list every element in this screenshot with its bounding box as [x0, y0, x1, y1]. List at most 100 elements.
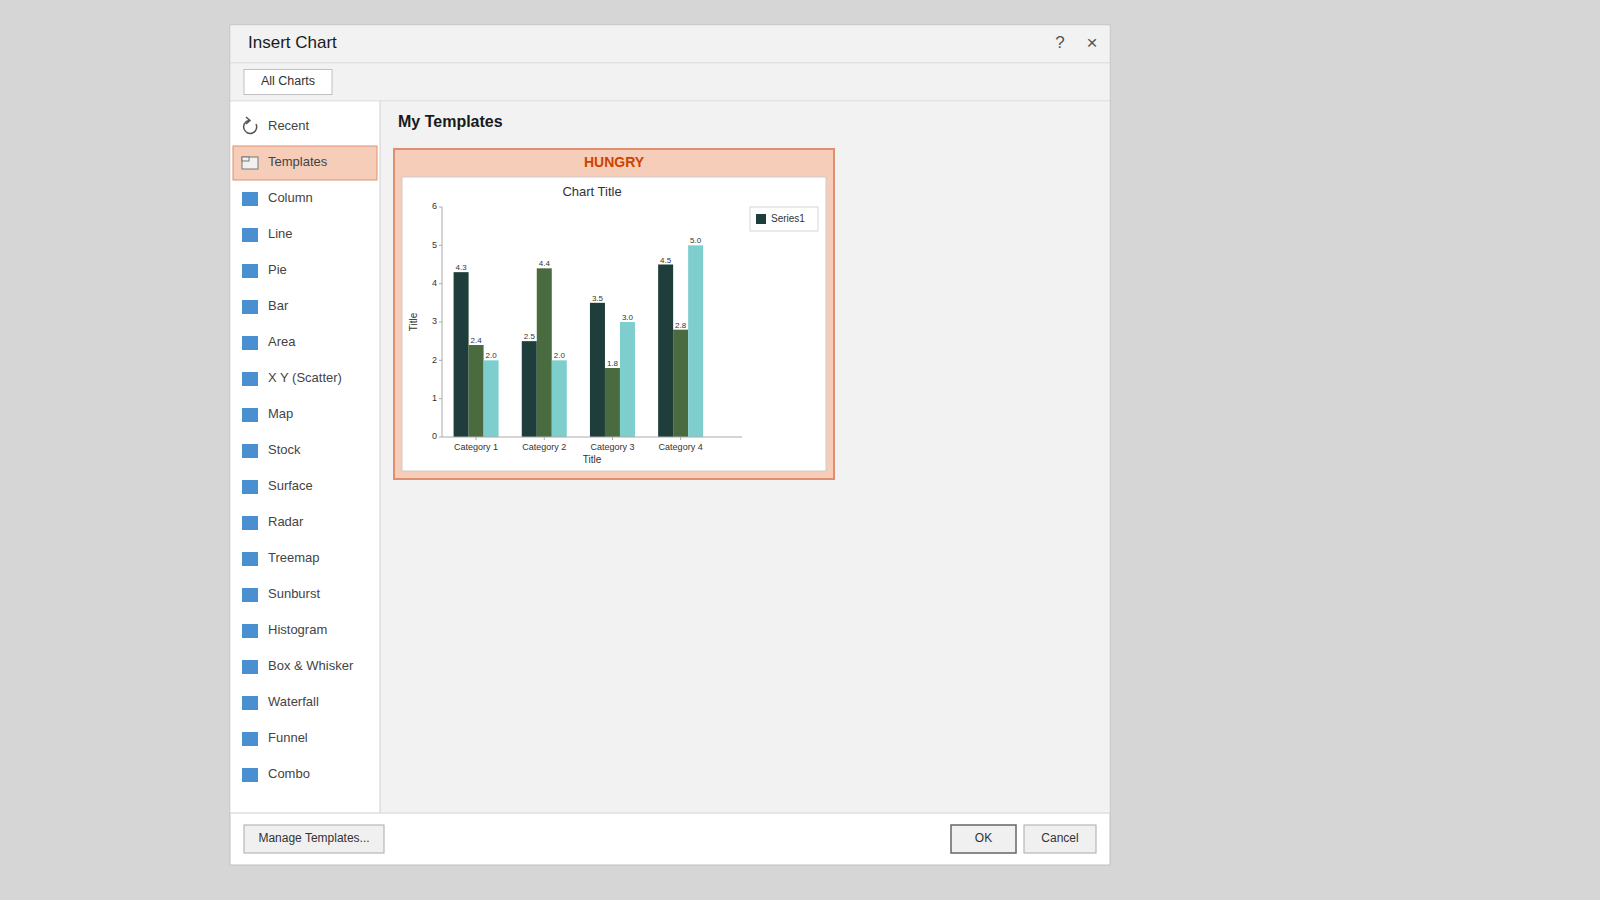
menu-label[interactable]: Funnel	[268, 730, 308, 745]
menu-icon	[242, 552, 258, 566]
x-tick-label: Category 2	[522, 442, 566, 452]
menu-item[interactable]: Pie	[242, 262, 287, 278]
menu-item[interactable]: Waterfall	[242, 694, 319, 710]
tab-area	[231, 64, 1110, 101]
bar	[620, 322, 635, 437]
menu-item[interactable]: Recent	[244, 117, 310, 133]
menu-label[interactable]: Recent	[268, 118, 310, 133]
menu-label[interactable]: Pie	[268, 262, 287, 277]
menu-item[interactable]: Area	[242, 334, 296, 350]
canvas: Insert Chart? × All Charts Recent Templates C…	[0, 0, 1600, 900]
button-label[interactable]: OK	[975, 831, 992, 845]
data-label: 5.0	[690, 236, 702, 245]
menu-label[interactable]: X Y (Scatter)	[268, 370, 342, 385]
legend: Series1	[750, 207, 818, 231]
menu-item[interactable]: Radar	[242, 514, 304, 530]
menu-icon	[242, 696, 258, 710]
bar	[537, 268, 552, 437]
menu-label[interactable]: Line	[268, 226, 293, 241]
menu-label[interactable]: Treemap	[268, 550, 320, 565]
menu-item[interactable]: Funnel	[242, 730, 308, 746]
template-card-frame[interactable]	[394, 149, 834, 479]
chart-title: Chart Title	[562, 184, 621, 199]
menu-icon	[242, 444, 258, 458]
menu-icon	[242, 768, 258, 782]
section-title: My Templates	[398, 113, 503, 130]
menu-label[interactable]: Surface	[268, 478, 313, 493]
menu-label[interactable]: Map	[268, 406, 293, 421]
menu-item[interactable]: X Y (Scatter)	[242, 370, 342, 386]
y-axis-label: Title	[408, 312, 419, 331]
y-tick-label: 2	[432, 355, 437, 365]
data-label: 4.3	[456, 263, 468, 272]
y-tick-label: 0	[432, 431, 437, 441]
y-tick-label: 6	[432, 201, 437, 211]
menu-item[interactable]: Templates	[233, 146, 377, 180]
button-frame[interactable]	[244, 825, 384, 853]
separator	[230, 813, 1110, 814]
menu-icon	[242, 157, 258, 169]
button[interactable]: Manage Templates...	[244, 825, 384, 853]
tab[interactable]: All Charts	[244, 70, 332, 95]
menu-label[interactable]: Templates	[268, 154, 328, 169]
data-label: 3.5	[592, 294, 604, 303]
menu-icon	[242, 192, 258, 206]
left-panel	[231, 102, 381, 813]
menu-item[interactable]: Treemap	[242, 550, 320, 566]
title-bar	[231, 26, 1110, 64]
menu-item[interactable]: Histogram	[242, 622, 327, 638]
button-frame[interactable]	[951, 825, 1016, 853]
menu-item[interactable]: Map	[242, 406, 293, 422]
menu-label[interactable]: Stock	[268, 442, 301, 457]
help-button[interactable]: ?	[1055, 33, 1064, 52]
bar	[469, 345, 484, 437]
chart-box	[402, 177, 826, 471]
data-label: 2.8	[675, 321, 687, 330]
menu-icon	[242, 408, 258, 422]
right-panel	[380, 102, 1110, 813]
menu-item[interactable]: Column	[242, 190, 313, 206]
menu-item[interactable]: Combo	[242, 766, 310, 782]
menu-item[interactable]: Bar	[242, 298, 289, 314]
bar	[688, 245, 703, 437]
menu-icon	[246, 117, 250, 124]
menu-label[interactable]: Histogram	[268, 622, 327, 637]
menu-item[interactable]: Surface	[242, 478, 313, 494]
x-tick-label: Category 4	[659, 442, 703, 452]
menu-icon	[242, 157, 249, 161]
button-label[interactable]: Manage Templates...	[258, 831, 369, 845]
button[interactable]: OK	[951, 825, 1016, 853]
menu-icon	[242, 732, 258, 746]
menu-label[interactable]: Combo	[268, 766, 310, 781]
menu-label[interactable]: Waterfall	[268, 694, 319, 709]
menu-icon	[244, 121, 257, 134]
bars	[454, 245, 704, 437]
data-label: 1.8	[607, 359, 619, 368]
button[interactable]: Cancel	[1024, 825, 1096, 853]
menu-label[interactable]: Bar	[268, 298, 289, 313]
x-axis-label: Title	[583, 454, 602, 465]
menu-item[interactable]: Box & Whisker	[242, 658, 354, 674]
data-label: 2.5	[524, 332, 536, 341]
menu-item[interactable]: Sunburst	[242, 586, 320, 602]
x-tick-label: Category 3	[590, 442, 634, 452]
menu-label[interactable]: Sunburst	[268, 586, 320, 601]
bar	[522, 341, 537, 437]
legend-frame	[750, 207, 818, 231]
bar	[552, 360, 567, 437]
dialog-title: Insert Chart	[248, 33, 337, 52]
button-frame[interactable]	[1024, 825, 1096, 853]
menu-label[interactable]: Box & Whisker	[268, 658, 354, 673]
template-card[interactable]: HUNGRY	[394, 149, 834, 479]
menu-item[interactable]: Line	[242, 226, 293, 242]
menu-label[interactable]: Radar	[268, 514, 304, 529]
data-label: 2.4	[471, 336, 483, 345]
menu-label[interactable]: Area	[268, 334, 296, 349]
menu-label[interactable]: Column	[268, 190, 313, 205]
menu-item[interactable]: Stock	[242, 442, 301, 458]
tab-button[interactable]	[244, 70, 332, 95]
separator	[230, 101, 1110, 102]
tab-label[interactable]: All Charts	[261, 74, 315, 88]
button-label[interactable]: Cancel	[1041, 831, 1078, 845]
close-button[interactable]: ×	[1086, 32, 1097, 53]
